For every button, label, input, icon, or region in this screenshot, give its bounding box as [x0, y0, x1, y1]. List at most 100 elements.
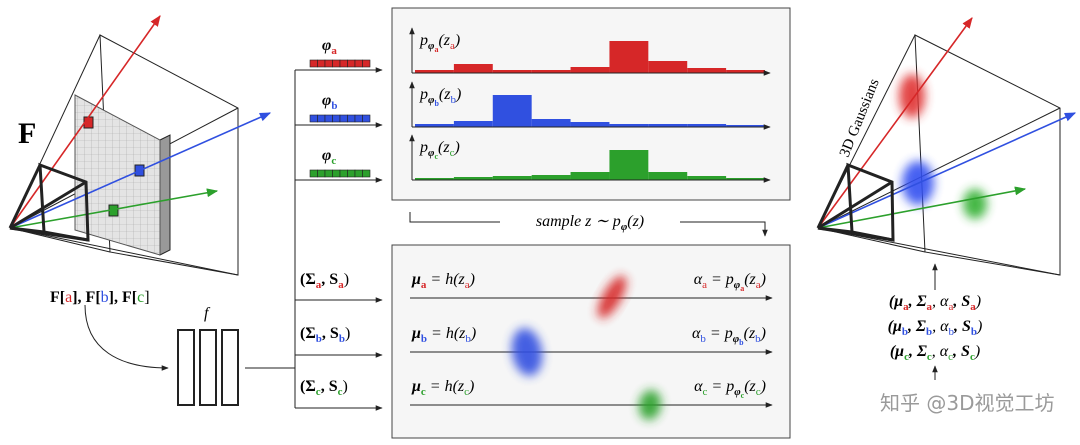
output-label-part: a: [927, 301, 933, 313]
opacity-label-part: ): [760, 271, 766, 288]
covariance-label-part: b: [339, 333, 345, 345]
opacity-label-part: φ: [734, 279, 741, 291]
opacity-label-part: φ: [734, 386, 741, 398]
distribution-label-part: a: [434, 45, 438, 54]
distribution-label-part: p: [419, 32, 428, 49]
embedding-cell: [362, 59, 371, 68]
histogram-bar: [531, 119, 571, 127]
gaussian-blob: [638, 390, 662, 420]
distribution-label-part: b: [450, 94, 456, 106]
covariance-label-part: , S: [322, 325, 339, 342]
histogram-bar: [648, 124, 688, 127]
distribution-label-part: p: [419, 86, 428, 103]
output-label: (μb, Σb, αb, Sb): [888, 318, 983, 338]
embedding-cell: [339, 169, 348, 178]
embedding-label-part: φ: [322, 147, 331, 164]
covariance-label-part: a: [316, 279, 322, 291]
distribution-label-part: c: [434, 152, 438, 161]
mean-label-part: c: [464, 386, 469, 398]
feature-index-label-part: ], F[: [109, 289, 137, 306]
histogram-bar: [687, 176, 727, 180]
opacity-label: αa = pφa(za): [694, 271, 766, 293]
embedding-label-part: b: [331, 100, 337, 112]
output-label-part: , Σ: [907, 318, 926, 335]
feature-index-label-part: ], F[: [72, 289, 100, 306]
mean-label-part: μ: [411, 378, 421, 395]
histogram-bar: [609, 124, 649, 127]
output-label-part: , S: [953, 318, 971, 335]
histogram-bar: [492, 70, 532, 73]
opacity-label-part: a: [756, 279, 761, 291]
output-label: (μc, Σc, αc, Sc): [890, 343, 980, 363]
output-label-part: c: [948, 351, 953, 363]
opacity-label-part: ): [760, 325, 766, 342]
opacity-label-part: = p: [707, 271, 734, 288]
covariance-label-part: ): [342, 378, 347, 395]
mean-label: μc = h(zc): [411, 378, 474, 398]
histogram-bar: [609, 41, 649, 73]
embedding-label: φb: [322, 92, 337, 112]
distribution-label-part: p: [419, 139, 428, 156]
gaussian-panel: [391, 244, 791, 439]
mean-label-part: ): [468, 378, 474, 395]
embedding-cell: [332, 59, 341, 68]
histogram-bar: [453, 64, 493, 73]
opacity-label-part: b: [739, 338, 744, 347]
histogram-bar: [609, 150, 649, 180]
covariance-label-part: a: [338, 279, 344, 291]
output-label-part: b: [902, 326, 908, 338]
output-label-part: (μ: [889, 293, 903, 310]
histogram-bar: [648, 61, 688, 73]
embedding-cell: [317, 59, 326, 68]
opacity-label-part: (z: [744, 325, 756, 342]
embedding-cell: [309, 59, 318, 68]
embedding-label-part: a: [331, 45, 337, 57]
left-camera: [8, 15, 272, 276]
covariance-label-part: (Σ: [300, 378, 316, 395]
histogram-bar: [570, 122, 610, 127]
histogram-bar: [453, 177, 493, 180]
opacity-label-part: ): [760, 378, 766, 395]
output-label-part: (μ: [888, 318, 902, 335]
distribution-label-part: a: [450, 40, 455, 52]
mean-label-part: a: [465, 279, 470, 291]
mean-label-part: c: [421, 386, 426, 398]
covariance-label: (Σb, Sb): [300, 325, 350, 345]
embedding-cell: [347, 169, 356, 178]
covariance-label-part: (Σ: [300, 271, 316, 288]
embedding-label: φa: [322, 37, 337, 57]
opacity-label: αb = pφb(zb): [692, 325, 766, 347]
opacity-label-part: c: [756, 386, 761, 398]
distribution-label-part: φ: [428, 147, 435, 159]
mean-label-part: a: [421, 279, 427, 291]
histogram-bar: [415, 178, 454, 180]
mean-label: μb = h(zb): [411, 325, 476, 345]
feature-label: F: [18, 117, 36, 150]
output-label-part: ): [974, 343, 980, 360]
mean-label-part: b: [465, 333, 471, 345]
mean-label-part: μ: [411, 325, 421, 342]
right-camera: [816, 17, 1077, 380]
mean-label-part: = h(z: [426, 271, 465, 288]
opacity-label: αc = pφc(zc): [694, 378, 766, 400]
distribution-label-part: ): [455, 86, 461, 103]
covariance-label-part: ): [345, 325, 350, 342]
embedding-label-part: φ: [322, 37, 331, 54]
feature-index-label-part: b: [101, 289, 109, 306]
covariance-label-part: (Σ: [300, 325, 316, 342]
embedding-cell: [339, 114, 348, 123]
mean-label-part: μ: [411, 271, 421, 288]
opacity-label-part: b: [700, 333, 706, 345]
network-label: f: [204, 305, 211, 322]
embedding-label: φc: [322, 147, 336, 167]
histogram-bar: [415, 124, 454, 127]
distribution-panel: [391, 7, 791, 201]
distribution-label-part: φ: [428, 94, 435, 106]
sample-label-part: (z): [627, 213, 644, 230]
output-label-part: , Σ: [908, 343, 927, 360]
histogram-bar: [687, 68, 727, 73]
distribution-label-part: c: [450, 147, 455, 159]
histogram-bar: [726, 178, 765, 180]
opacity-label-part: c: [741, 391, 745, 400]
